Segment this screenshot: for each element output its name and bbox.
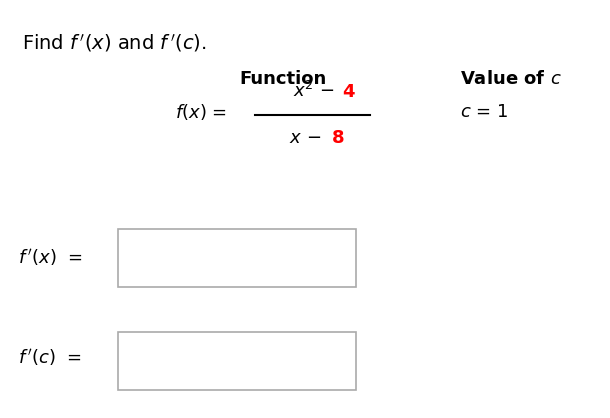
Text: $f\,'(c)$  =: $f\,'(c)$ = bbox=[18, 347, 82, 369]
Text: $x\,-\,$: $x\,-\,$ bbox=[289, 129, 321, 147]
Text: Function: Function bbox=[239, 70, 326, 88]
Bar bbox=[118, 229, 356, 287]
Text: Value of $\mathbf{\mathit{c}}$: Value of $\mathbf{\mathit{c}}$ bbox=[460, 70, 562, 88]
Text: $c$ = 1: $c$ = 1 bbox=[460, 103, 508, 121]
Text: $f(x)$ =: $f(x)$ = bbox=[175, 102, 227, 122]
Text: $f\,'(x)$  =: $f\,'(x)$ = bbox=[18, 247, 83, 268]
Text: Find $f\,'(x)$ and $f\,'(c)$.: Find $f\,'(x)$ and $f\,'(c)$. bbox=[22, 32, 207, 54]
Bar bbox=[118, 332, 356, 390]
Text: $x^2\,-\,$: $x^2\,-\,$ bbox=[293, 81, 335, 101]
Text: 8: 8 bbox=[332, 129, 345, 147]
Text: 4: 4 bbox=[342, 83, 354, 101]
